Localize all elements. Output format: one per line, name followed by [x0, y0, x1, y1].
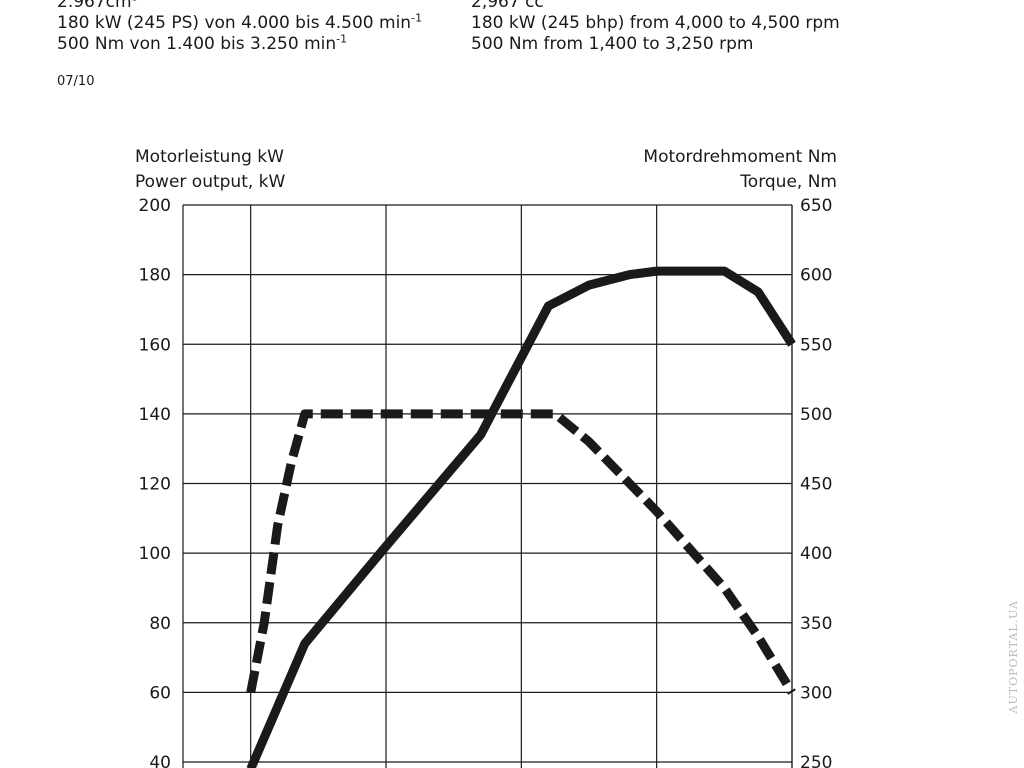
left-axis-label-en: Power output, kW	[135, 172, 286, 192]
left-tick-label: 160	[139, 335, 171, 355]
right-tick-label: 300	[800, 683, 832, 703]
power-spec-en: 180 kW (245 bhp) from 4,000 to 4,500 rpm	[471, 13, 840, 33]
left-axis-ticks: 200 180 160 140 120 100 80 60 40	[139, 196, 171, 768]
right-axis-ticks: 650 600 550 500 450 400 350 300 250	[800, 196, 832, 768]
left-tick-label: 140	[139, 405, 171, 425]
left-tick-label: 40	[149, 753, 171, 768]
left-axis-label-de: Motorleistung kW	[135, 147, 284, 167]
left-tick-label: 120	[139, 475, 171, 495]
chart-series	[246, 266, 796, 768]
left-tick-label: 200	[139, 196, 171, 216]
left-tick-label: 100	[139, 544, 171, 564]
left-tick-label: 60	[149, 683, 171, 703]
right-tick-label: 500	[800, 405, 832, 425]
displacement-de: 2.967cm3	[57, 0, 139, 12]
torque-spec-en: 500 Nm from 1,400 to 3,250 rpm	[471, 34, 754, 54]
right-tick-label: 400	[800, 544, 832, 564]
right-axis-label-de: Motordrehmoment Nm	[643, 147, 837, 167]
right-tick-label: 600	[800, 266, 832, 286]
left-tick-label: 180	[139, 266, 171, 286]
right-tick-label: 250	[800, 753, 832, 768]
spec-block-german: 2.967cm3 180 kW (245 PS) von 4.000 bis 4…	[57, 0, 422, 55]
right-tick-label: 450	[800, 475, 832, 495]
torque-curve	[246, 409, 796, 695]
spec-block-english: 2,967 cc 180 kW (245 bhp) from 4,000 to …	[471, 0, 840, 55]
right-axis-label-en: Torque, Nm	[739, 172, 837, 192]
right-tick-label: 550	[800, 335, 832, 355]
right-tick-label: 350	[800, 614, 832, 634]
chart-grid	[182, 204, 793, 768]
watermark: AUTOPORTAL.UA	[1007, 600, 1020, 714]
date-code: 07/10	[57, 74, 95, 89]
left-tick-label: 80	[149, 614, 171, 634]
power-curve	[246, 266, 796, 768]
power-spec-de: 180 kW (245 PS) von 4.000 bis 4.500 min-…	[57, 11, 423, 33]
torque-spec-de: 500 Nm von 1.400 bis 3.250 min-1	[57, 32, 348, 54]
displacement-en: 2,967 cc	[471, 0, 544, 12]
right-tick-label: 650	[800, 196, 832, 216]
